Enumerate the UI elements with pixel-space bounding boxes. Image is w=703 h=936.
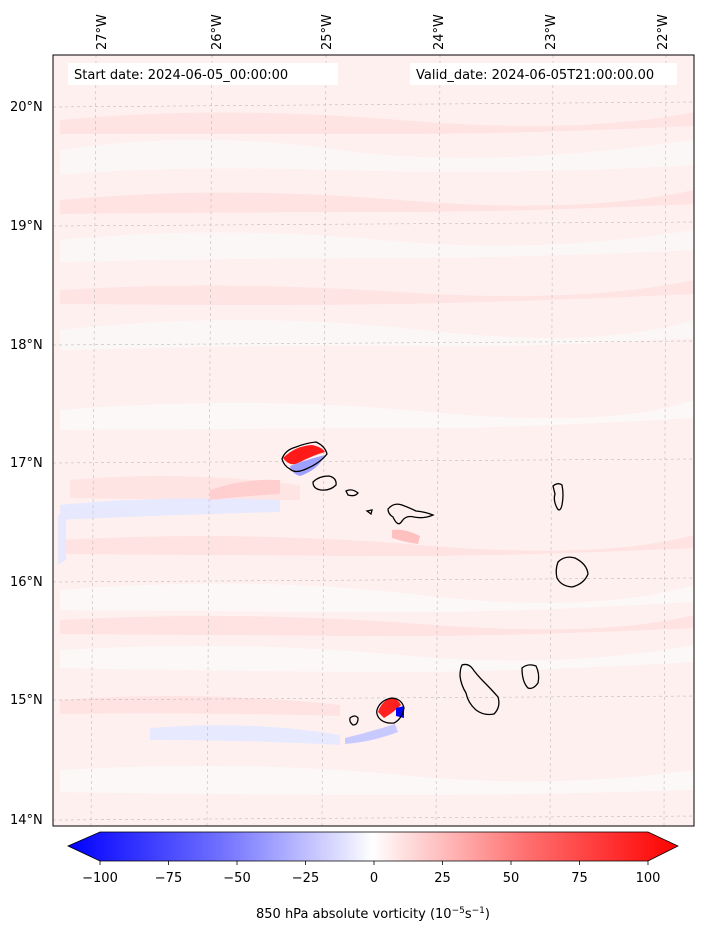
colorbar-label-suffix: ) [485,907,490,922]
santiago-outline [459,663,500,716]
colorbar-tick-label-minus75: −75 [155,871,182,886]
colorbar-label-exp1: −5 [452,906,465,916]
colorbar-label-prefix: 850 hPa absolute vorticity (10 [256,907,452,922]
sao-nicolau-wake-positive [392,529,420,544]
lon-label-23w: 23°W [544,14,559,50]
razo-outline [365,509,373,516]
gridlines [53,55,694,826]
colorbar-ticks [99,861,649,865]
plot-frame [52,54,695,827]
lat-label-17n: 17°N [10,456,43,471]
fogo-positive-anomaly [378,698,401,718]
santo-antao-positive-anomaly [283,445,325,465]
island-outlines [281,441,589,726]
colorbar-bar [67,831,679,862]
lon-label-25w: 25°W [320,14,335,50]
lat-label-14n: 14°N [10,813,43,828]
sao-nicolau-outline [387,503,435,525]
colorbar-label-exp2: −1 [472,906,485,916]
colorbar: −100 −75 −50 −25 0 25 50 75 100 850 hPa … [67,831,679,922]
lat-label-16n: 16°N [10,575,43,590]
plot-area [53,55,694,826]
sao-vicente-wake-positive [210,479,280,500]
longitude-labels: 27°W 26°W 25°W 24°W 23°W 22°W [95,14,671,50]
lon-label-22w: 22°W [656,14,671,50]
colorbar-label-unit: s [465,907,472,922]
latitude-labels: 20°N 19°N 18°N 17°N 16°N 15°N 14°N [10,100,43,828]
lat-label-18n: 18°N [10,338,43,353]
lat-label-15n: 15°N [10,693,43,708]
maio-outline [521,664,540,690]
sao-vicente-outline [312,475,337,491]
start-date-box [68,63,338,85]
island-vorticity-anomalies [210,445,420,744]
colorbar-tick-label-minus25: −25 [292,871,319,886]
lat-label-19n: 19°N [10,219,43,234]
valid-date-label: Valid_date: 2024-06-05T21:00:00.00 [416,68,654,83]
lon-label-26w: 26°W [210,14,225,50]
sal-outline [552,483,564,511]
colorbar-tick-label-50: 50 [503,871,520,886]
boa-vista-outline [555,556,589,588]
start-date-label: Start date: 2024-06-05_00:00:00 [74,68,288,83]
brava-outline [349,715,359,726]
valid-date-box [410,63,677,85]
santo-antao-outline [281,441,328,473]
colorbar-tick-label-0: 0 [370,871,378,886]
lat-label-20n: 20°N [10,100,43,115]
colorbar-tick-label-25: 25 [434,871,451,886]
fogo-outline [376,697,405,724]
vorticity-negative-bands [58,498,340,745]
colorbar-label: 850 hPa absolute vorticity (10−5s−1) [256,906,490,922]
santa-luzia-outline [345,489,359,497]
lon-label-24w: 24°W [432,14,447,50]
lon-label-27w: 27°W [95,14,110,50]
fogo-wake-negative [345,724,398,744]
colorbar-tick-label-75: 75 [571,871,588,886]
colorbar-tick-label-minus100: −100 [82,871,118,886]
colorbar-tick-label-minus50: −50 [223,871,250,886]
vorticity-positive-bands [60,112,694,716]
vorticity-streaks [60,140,694,795]
colorbar-tick-label-100: 100 [636,871,661,886]
